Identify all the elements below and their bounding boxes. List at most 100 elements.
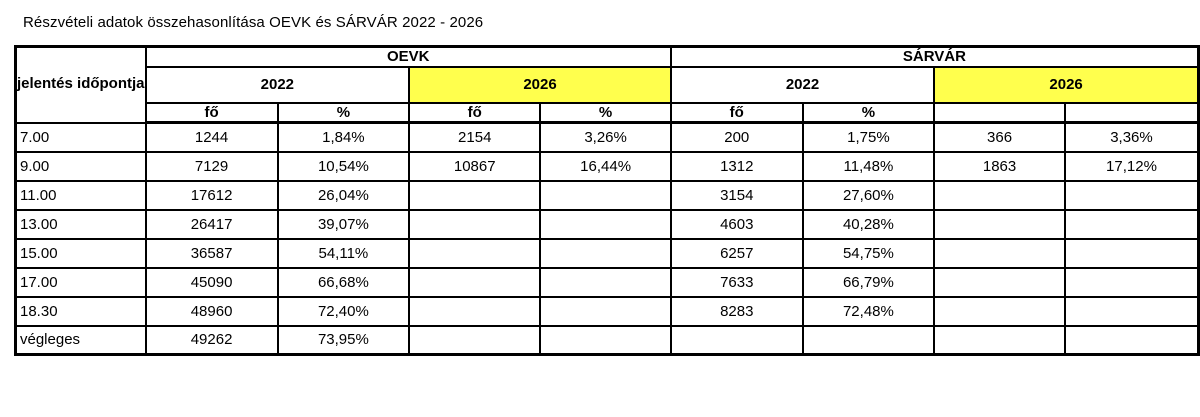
row-label: végleges (14, 324, 147, 356)
data-cell: 36587 (144, 237, 279, 269)
data-cell: 1244 (144, 121, 279, 153)
data-cell (933, 237, 1066, 269)
subheader-fo: fő (144, 101, 279, 124)
data-cell (539, 208, 672, 240)
row-label: 9.00 (14, 150, 147, 182)
data-cell: 1863 (933, 150, 1066, 182)
year-header-sarvar-2026-highlighted: 2026 (933, 65, 1200, 104)
data-cell: 3,26% (539, 121, 672, 153)
data-cell: 7129 (144, 150, 279, 182)
section-header-oevk: OEVK (144, 45, 672, 68)
subheader-percent: % (276, 101, 411, 124)
data-cell (539, 179, 672, 211)
data-cell (933, 179, 1066, 211)
data-cell (408, 208, 542, 240)
data-cell: 2154 (408, 121, 542, 153)
data-cell: 26417 (144, 208, 279, 240)
data-cell (539, 324, 672, 356)
corner-header-jelentes-idopontja: jelentés időpontja (14, 45, 147, 124)
data-cell: 54,75% (801, 237, 936, 269)
data-cell: 366 (933, 121, 1066, 153)
subheader-percent: % (539, 101, 672, 124)
page-title: Részvételi adatok összehasonlítása OEVK … (23, 14, 484, 31)
table-row: 15.00 36587 54,11% 6257 54,75% (14, 237, 1200, 269)
data-cell: 1312 (669, 150, 804, 182)
data-cell: 8283 (669, 295, 804, 327)
subheader-row: fő % fő % fő % (16, 101, 1200, 124)
subheader-fo: fő (669, 101, 804, 124)
data-cell: 11,48% (801, 150, 936, 182)
data-cell (1063, 295, 1200, 327)
data-cell: 66,79% (801, 266, 936, 298)
section-header-sarvar: SÁRVÁR (669, 45, 1200, 68)
table-row: 11.00 17612 26,04% 3154 27,60% (14, 179, 1200, 211)
row-label: 11.00 (14, 179, 147, 211)
data-cell: 6257 (669, 237, 804, 269)
data-cell: 16,44% (539, 150, 672, 182)
data-cell: 66,68% (276, 266, 411, 298)
year-header-row: 2022 2026 2022 2026 (16, 65, 1200, 104)
data-cell: 73,95% (276, 324, 411, 356)
data-cell (1063, 324, 1200, 356)
data-cell (933, 266, 1066, 298)
table-row: 9.00 7129 10,54% 10867 16,44% 1312 11,48% 1863 1… (14, 150, 1200, 182)
data-cell: 1,84% (276, 121, 411, 153)
data-cell: 26,04% (276, 179, 411, 211)
year-header-oevk-2022: 2022 (144, 65, 411, 104)
subheader-empty (1063, 101, 1200, 124)
row-label: 13.00 (14, 208, 147, 240)
data-cell: 7633 (669, 266, 804, 298)
data-cell (539, 295, 672, 327)
data-cell (1063, 179, 1200, 211)
data-cell (801, 324, 936, 356)
table-row: végleges 49262 73,95% (14, 324, 1200, 356)
table-body: 7.00 1244 1,84% 2154 3,26% 200 1,75% 366 3,36% 9.… (14, 121, 1200, 356)
data-cell: 39,07% (276, 208, 411, 240)
data-cell: 72,48% (801, 295, 936, 327)
data-cell (408, 237, 542, 269)
data-cell: 54,11% (276, 237, 411, 269)
subheader-fo: fő (408, 101, 542, 124)
data-cell: 4603 (669, 208, 804, 240)
table-row: 13.00 26417 39,07% 4603 40,28% (14, 208, 1200, 240)
data-cell: 72,40% (276, 295, 411, 327)
data-cell: 3154 (669, 179, 804, 211)
data-cell (669, 324, 804, 356)
data-cell (408, 179, 542, 211)
data-cell: 10867 (408, 150, 542, 182)
data-cell: 3,36% (1063, 121, 1200, 153)
data-cell (1063, 208, 1200, 240)
data-cell: 40,28% (801, 208, 936, 240)
data-cell (1063, 237, 1200, 269)
row-label: 15.00 (14, 237, 147, 269)
data-cell: 45090 (144, 266, 279, 298)
data-cell (408, 324, 542, 356)
data-cell (408, 295, 542, 327)
data-cell: 27,60% (801, 179, 936, 211)
year-header-sarvar-2022: 2022 (669, 65, 936, 104)
data-cell (408, 266, 542, 298)
data-cell: 48960 (144, 295, 279, 327)
data-cell: 10,54% (276, 150, 411, 182)
data-cell (539, 266, 672, 298)
year-header-oevk-2026-highlighted: 2026 (408, 65, 672, 104)
data-cell: 49262 (144, 324, 279, 356)
row-label: 17.00 (14, 266, 147, 298)
data-cell: 17612 (144, 179, 279, 211)
subheader-percent: % (801, 101, 936, 124)
table-row: 17.00 45090 66,68% 7633 66,79% (14, 266, 1200, 298)
data-cell (1063, 266, 1200, 298)
table-row: 18.30 48960 72,40% 8283 72,48% (14, 295, 1200, 327)
data-cell: 200 (669, 121, 804, 153)
row-label: 18.30 (14, 295, 147, 327)
participation-table: jelentés időpontja OEVK SÁRVÁR 2022 2026… (14, 45, 1200, 356)
row-label: 7.00 (14, 121, 147, 153)
data-cell: 1,75% (801, 121, 936, 153)
section-header-row: jelentés időpontja OEVK SÁRVÁR (14, 45, 1200, 124)
subheader-empty (933, 101, 1066, 124)
table-row: 7.00 1244 1,84% 2154 3,26% 200 1,75% 366 3,36% (14, 121, 1200, 153)
data-cell (933, 295, 1066, 327)
data-cell (933, 324, 1066, 356)
data-cell: 17,12% (1063, 150, 1200, 182)
